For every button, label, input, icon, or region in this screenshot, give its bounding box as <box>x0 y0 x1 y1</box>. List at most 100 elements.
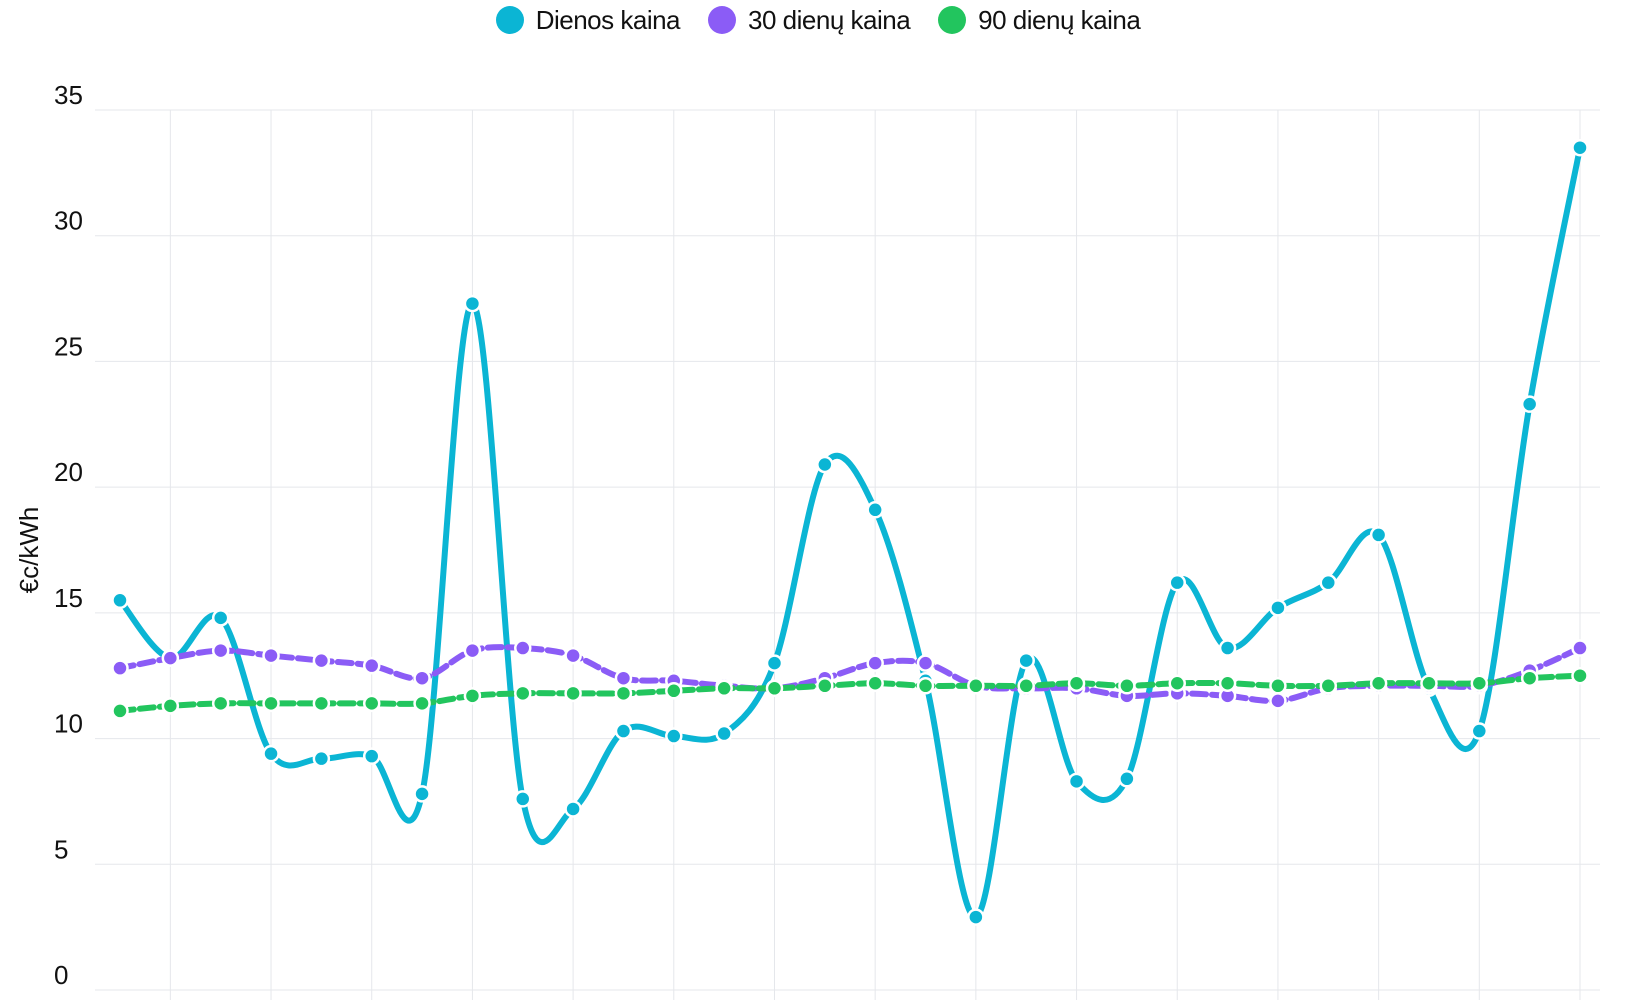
data-point-s2-1 <box>161 697 180 715</box>
data-point-s0-27 <box>1470 722 1489 740</box>
series-line-2 <box>117 672 1583 714</box>
data-point-s2-27 <box>1470 674 1489 693</box>
y-tick-labels: 0 5 10 15 20 25 30 35 <box>54 80 83 990</box>
legend-swatch-dienos <box>495 6 524 34</box>
data-point-s0-5 <box>362 747 381 765</box>
data-point-s2-25 <box>1369 674 1388 693</box>
data-point-s0-7 <box>463 294 482 313</box>
data-point-s2-2 <box>211 694 230 713</box>
data-point-s1-15 <box>866 654 884 672</box>
data-point-s2-28 <box>1520 669 1539 687</box>
y-axis-title: €c/kWh <box>14 507 44 594</box>
data-point-s2-15 <box>866 674 884 693</box>
data-point-s0-17 <box>967 908 985 926</box>
data-point-s2-23 <box>1269 677 1287 695</box>
data-point-s1-29 <box>1571 639 1589 657</box>
data-point-s0-6 <box>413 785 431 803</box>
data-point-s1-2 <box>211 641 230 660</box>
series-line-1 <box>117 644 1583 705</box>
data-point-s2-29 <box>1571 666 1589 685</box>
data-point-s1-8 <box>514 639 532 657</box>
data-point-s1-3 <box>262 646 280 665</box>
data-point-s2-24 <box>1319 677 1338 695</box>
data-point-s0-3 <box>262 744 280 763</box>
data-point-s2-16 <box>916 677 935 695</box>
y-tick-label-6: 30 <box>54 206 83 236</box>
data-point-s0-2 <box>211 609 230 627</box>
legend-item-dienos[interactable]: Dienos kaina <box>495 4 681 36</box>
y-tick-label-3: 15 <box>54 583 83 613</box>
data-point-s0-19 <box>1067 772 1086 791</box>
y-tick-label-4: 20 <box>54 457 83 487</box>
data-point-s0-13 <box>765 654 784 672</box>
data-point-s0-10 <box>614 722 633 740</box>
data-point-s2-20 <box>1118 677 1136 695</box>
data-point-s1-9 <box>564 646 582 665</box>
data-point-s0-24 <box>1319 573 1338 592</box>
data-point-s2-7 <box>463 687 482 705</box>
legend-label-dienos: Dienos kaina <box>535 4 681 35</box>
data-point-s2-14 <box>816 677 834 695</box>
data-point-s1-1 <box>161 649 180 667</box>
data-point-s1-7 <box>463 641 482 660</box>
data-point-s2-19 <box>1067 674 1086 693</box>
grid <box>95 109 1600 1000</box>
data-point-s2-11 <box>665 682 683 700</box>
data-point-s0-15 <box>866 501 884 519</box>
data-point-s0-28 <box>1520 395 1539 413</box>
data-point-s1-4 <box>312 651 331 670</box>
series-1 <box>111 639 1589 710</box>
legend-item-90-dienu[interactable]: 90 dienų kaina <box>938 4 1141 36</box>
data-point-s2-0 <box>111 702 129 720</box>
data-point-s0-21 <box>1168 573 1186 592</box>
data-point-s2-9 <box>564 684 582 703</box>
data-point-s1-6 <box>413 669 431 687</box>
data-point-s2-4 <box>312 694 331 713</box>
data-point-s1-10 <box>614 669 633 687</box>
data-point-s0-23 <box>1269 599 1287 617</box>
data-point-s0-9 <box>564 800 582 818</box>
y-tick-label-2: 10 <box>54 709 83 739</box>
series-2 <box>111 666 1589 720</box>
data-point-s0-29 <box>1571 138 1589 157</box>
data-point-s1-5 <box>362 656 381 675</box>
data-point-s2-26 <box>1420 674 1438 693</box>
data-point-s0-18 <box>1017 651 1035 670</box>
data-point-s0-25 <box>1369 526 1388 544</box>
data-point-s2-6 <box>413 694 431 713</box>
legend-label-30-dienu: 30 dienų kaina <box>748 4 911 35</box>
legend-label-90-dienu: 90 dienų kaina <box>978 4 1141 35</box>
y-tick-label-7: 35 <box>54 80 83 110</box>
data-point-s1-16 <box>916 654 935 672</box>
data-point-s2-5 <box>362 694 381 713</box>
series-0 <box>111 138 1589 926</box>
series-group <box>111 138 1589 926</box>
y-tick-label-0: 0 <box>54 960 68 990</box>
data-point-s0-11 <box>665 727 683 745</box>
data-point-s2-21 <box>1168 674 1186 693</box>
series-line-0 <box>117 144 1583 921</box>
data-point-s0-8 <box>514 790 532 808</box>
data-point-s2-8 <box>514 684 532 703</box>
data-point-s2-17 <box>967 677 985 695</box>
data-point-s0-22 <box>1218 639 1237 657</box>
legend-swatch-90-dienu <box>938 6 967 34</box>
data-point-s2-3 <box>262 694 280 713</box>
data-point-s0-0 <box>111 591 129 610</box>
data-point-s2-12 <box>715 679 733 698</box>
y-tick-label-1: 5 <box>54 834 68 864</box>
data-point-s1-23 <box>1269 692 1287 710</box>
legend-swatch-30-dienu <box>708 6 737 34</box>
data-point-s0-14 <box>816 455 834 474</box>
data-point-s2-10 <box>614 684 633 703</box>
data-point-s0-4 <box>312 749 331 768</box>
data-point-s0-12 <box>715 724 733 743</box>
data-point-s1-0 <box>111 659 129 677</box>
legend-item-30-dienu[interactable]: 30 dienų kaina <box>708 4 911 36</box>
y-tick-label-5: 25 <box>54 331 83 361</box>
data-point-s2-22 <box>1218 674 1237 693</box>
data-point-s2-18 <box>1017 677 1035 695</box>
data-point-s2-13 <box>765 679 784 698</box>
